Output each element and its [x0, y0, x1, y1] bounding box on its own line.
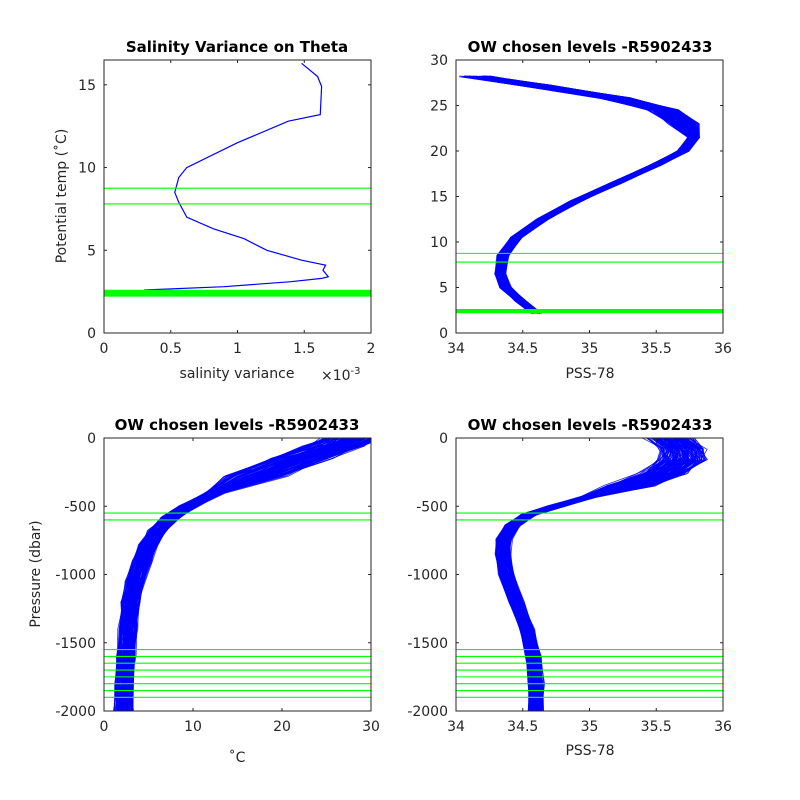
- profile-line: [485, 76, 697, 314]
- panel-title: OW chosen levels -R5902433: [468, 416, 713, 434]
- profile-line: [467, 76, 694, 313]
- x-tick-label: 2: [367, 341, 376, 357]
- x-tick-label: 34: [447, 719, 465, 735]
- x-tick-label: 0: [100, 719, 109, 735]
- y-tick-label: 15: [78, 78, 96, 94]
- x-tick-label: 0.5: [160, 341, 182, 357]
- profile-line: [508, 438, 705, 711]
- x-tick-label: 35: [581, 341, 599, 357]
- y-tick-label: -1000: [55, 568, 96, 584]
- y-tick-label: 0: [87, 431, 96, 447]
- panel-salinity-variance: 0 0.5 1 1.5 2 0 5 10 15 Salinity Variance on The…: [53, 38, 375, 384]
- profile-line: [458, 76, 689, 313]
- x-tick-label: 34.5: [507, 719, 538, 735]
- y-tick-label: 0: [439, 431, 448, 447]
- panel-pressure-salinity: 34 34.5 35 35.5 36 0 -500 -1000 -1500 -2000 OW ch…: [407, 416, 732, 759]
- x-axis-label: salinity variance: [180, 366, 295, 382]
- panel-title: Salinity Variance on Theta: [126, 38, 348, 56]
- y-tick-label: -1000: [407, 568, 448, 584]
- profile-line: [117, 438, 338, 711]
- profile-line: [128, 438, 371, 711]
- profile-line: [125, 438, 357, 711]
- x-tick-label: 34: [447, 341, 465, 357]
- panel-pressure-temperature: 0 10 20 30 0 -500 -1000 -1500 -2000 OW chosen le…: [28, 416, 380, 766]
- y-tick-label: 0: [439, 326, 448, 342]
- x-tick-label: 35: [581, 719, 599, 735]
- x-tick-label: 1.5: [293, 341, 315, 357]
- profile-line: [499, 438, 683, 711]
- profile-line: [123, 438, 357, 711]
- y-axis-label: Potential temp (˚C): [53, 129, 70, 264]
- y-tick-label: 10: [78, 161, 96, 177]
- x-tick-label: 36: [714, 719, 732, 735]
- profile-line: [507, 438, 700, 711]
- profile-line: [501, 438, 689, 711]
- y-tick-label: 30: [430, 53, 448, 69]
- profile-line: [121, 438, 350, 711]
- y-tick-label: -500: [64, 499, 96, 515]
- y-tick-label: 0: [87, 326, 96, 342]
- profile-line: [497, 438, 665, 711]
- x-tick-label: 20: [273, 719, 291, 735]
- y-tick-label: 5: [87, 243, 96, 259]
- x-tick-label: 1: [233, 341, 242, 357]
- profile-line: [113, 438, 330, 711]
- y-tick-label: -1500: [407, 636, 448, 652]
- x-axis-label: PSS-78: [565, 366, 614, 382]
- y-tick-label: 15: [430, 190, 448, 206]
- panel-title: OW chosen levels -R5902433: [115, 416, 360, 434]
- y-tick-label: -1500: [55, 636, 96, 652]
- panel-title: OW chosen levels -R5902433: [468, 38, 713, 56]
- y-tick-label: 20: [430, 144, 448, 160]
- y-tick-label: 25: [430, 99, 448, 115]
- panel-theta-salinity: 34 34.5 35 35.5 36 0 5 10 15 20 25 30 OW chosen lev…: [430, 38, 732, 382]
- profile-line: [502, 438, 690, 711]
- x-tick-label: 35.5: [641, 719, 672, 735]
- y-tick-label: -2000: [55, 704, 96, 720]
- x-axis-label: PSS-78: [565, 743, 614, 759]
- x-axis-exponent-base: ×10: [321, 368, 351, 384]
- x-tick-label: 0: [100, 341, 109, 357]
- profile-line: [144, 62, 330, 291]
- y-axis-label: Pressure (dbar): [28, 520, 44, 627]
- x-tick-label: 30: [362, 719, 380, 735]
- x-tick-label: 10: [184, 719, 202, 735]
- x-axis-exponent: ×10-3: [321, 366, 361, 384]
- y-tick-label: -2000: [407, 704, 448, 720]
- y-tick-label: 5: [439, 281, 448, 297]
- x-axis-label: ˚C: [229, 749, 246, 766]
- profile-line: [497, 438, 670, 711]
- x-tick-label: 35.5: [641, 341, 672, 357]
- y-tick-label: 10: [430, 235, 448, 251]
- profile-line: [489, 76, 698, 314]
- profile-line: [495, 438, 662, 711]
- x-tick-label: 34.5: [507, 341, 538, 357]
- y-tick-label: -500: [416, 499, 448, 515]
- x-tick-label: 36: [714, 341, 732, 357]
- profile-line: [130, 438, 371, 711]
- x-axis-exponent-power: -3: [351, 366, 361, 377]
